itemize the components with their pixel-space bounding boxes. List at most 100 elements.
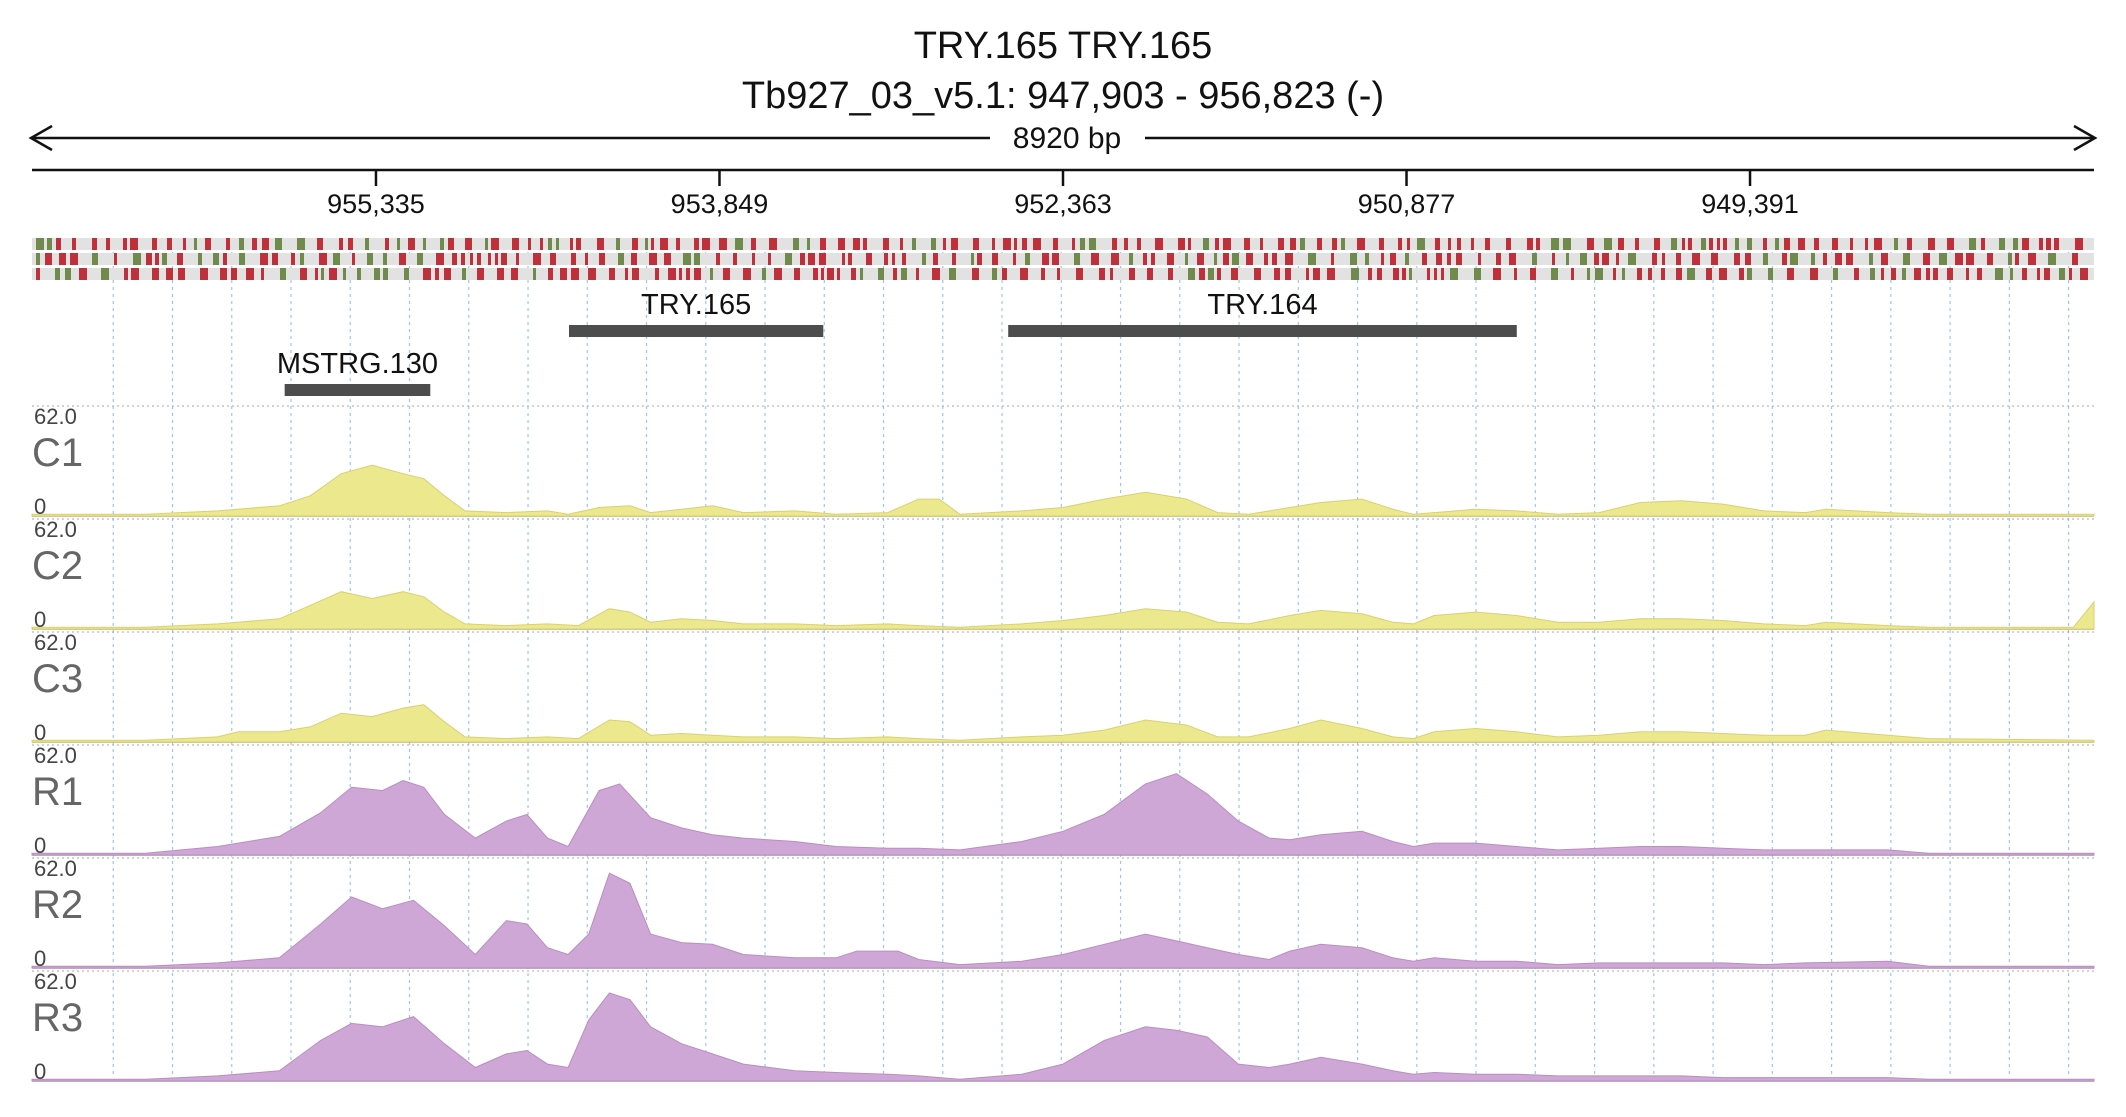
variant-mark[interactable]: [114, 253, 117, 265]
variant-mark[interactable]: [1357, 238, 1365, 250]
variant-mark[interactable]: [645, 238, 648, 250]
variant-mark[interactable]: [1417, 238, 1425, 250]
variant-mark[interactable]: [1422, 253, 1427, 265]
variant-mark[interactable]: [516, 253, 519, 265]
variant-mark[interactable]: [1155, 238, 1163, 250]
variant-mark[interactable]: [1274, 268, 1280, 280]
variant-mark[interactable]: [198, 253, 202, 265]
variant-mark[interactable]: [1903, 253, 1910, 265]
variant-mark[interactable]: [1709, 238, 1713, 250]
variant-mark[interactable]: [1509, 253, 1516, 265]
variant-mark[interactable]: [501, 253, 507, 265]
variant-mark[interactable]: [821, 268, 824, 280]
variant-mark[interactable]: [1379, 238, 1384, 250]
variant-mark[interactable]: [702, 238, 710, 250]
variant-mark[interactable]: [1907, 238, 1912, 250]
variant-mark[interactable]: [842, 253, 845, 265]
variant-mark[interactable]: [367, 253, 373, 265]
variant-mark[interactable]: [130, 238, 138, 250]
gene-feature-bar[interactable]: [1008, 325, 1517, 337]
variant-mark[interactable]: [710, 268, 713, 280]
variant-mark[interactable]: [461, 253, 465, 265]
variant-mark[interactable]: [609, 268, 615, 280]
variant-mark[interactable]: [205, 238, 211, 250]
variant-mark[interactable]: [1865, 238, 1868, 250]
variant-mark[interactable]: [933, 253, 938, 265]
variant-mark[interactable]: [1208, 268, 1214, 280]
variant-mark[interactable]: [1020, 268, 1028, 280]
variant-mark[interactable]: [297, 238, 305, 250]
variant-mark[interactable]: [1747, 238, 1752, 250]
variant-mark[interactable]: [1637, 268, 1642, 280]
variant-mark[interactable]: [762, 268, 766, 280]
variant-mark[interactable]: [902, 253, 906, 265]
variant-mark[interactable]: [769, 238, 777, 250]
variant-mark[interactable]: [1390, 253, 1396, 265]
variant-mark[interactable]: [444, 268, 451, 280]
variant-mark[interactable]: [1485, 238, 1490, 250]
variant-mark[interactable]: [1814, 238, 1819, 250]
variant-mark[interactable]: [1381, 253, 1384, 265]
variant-mark[interactable]: [131, 268, 139, 280]
variant-mark[interactable]: [462, 268, 466, 280]
variant-mark[interactable]: [632, 268, 639, 280]
variant-mark[interactable]: [949, 268, 956, 280]
variant-mark[interactable]: [1076, 268, 1083, 280]
variant-mark[interactable]: [1003, 238, 1011, 250]
variant-mark[interactable]: [1332, 238, 1337, 250]
variant-mark[interactable]: [495, 253, 498, 265]
variant-mark[interactable]: [1197, 253, 1204, 265]
variant-mark[interactable]: [291, 253, 295, 265]
variant-mark[interactable]: [1091, 253, 1099, 265]
variant-mark[interactable]: [315, 268, 318, 280]
variant-mark[interactable]: [36, 253, 40, 265]
variant-mark[interactable]: [1662, 253, 1665, 265]
variant-mark[interactable]: [1313, 268, 1320, 280]
variant-mark[interactable]: [1427, 268, 1430, 280]
variant-mark[interactable]: [404, 268, 409, 280]
variant-mark[interactable]: [397, 238, 400, 250]
variant-mark[interactable]: [1947, 238, 1954, 250]
variant-mark[interactable]: [866, 253, 872, 265]
variant-mark[interactable]: [246, 268, 254, 280]
variant-mark[interactable]: [1441, 268, 1444, 280]
track-name-label[interactable]: C2: [32, 544, 83, 588]
variant-mark[interactable]: [977, 253, 982, 265]
variant-mark[interactable]: [488, 253, 491, 265]
variant-mark[interactable]: [452, 253, 457, 265]
variant-mark[interactable]: [694, 238, 699, 250]
variant-mark[interactable]: [1551, 268, 1558, 280]
variant-mark[interactable]: [239, 253, 245, 265]
variant-mark[interactable]: [1053, 238, 1058, 250]
variant-mark[interactable]: [571, 268, 579, 280]
variant-mark[interactable]: [827, 268, 834, 280]
variant-mark[interactable]: [1089, 238, 1096, 250]
variant-mark[interactable]: [1671, 238, 1677, 250]
variant-mark[interactable]: [1022, 238, 1027, 250]
variant-mark[interactable]: [540, 238, 543, 250]
variant-mark[interactable]: [101, 268, 109, 280]
variant-mark[interactable]: [2059, 268, 2065, 280]
variant-mark[interactable]: [383, 268, 388, 280]
variant-mark[interactable]: [1393, 268, 1399, 280]
variant-mark[interactable]: [1928, 238, 1935, 250]
variant-mark[interactable]: [1308, 253, 1316, 265]
variant-mark[interactable]: [1622, 268, 1625, 280]
variant-mark[interactable]: [878, 268, 884, 280]
variant-mark[interactable]: [1551, 238, 1559, 250]
variant-mark[interactable]: [2028, 253, 2036, 265]
variant-mark[interactable]: [385, 238, 389, 250]
variant-mark[interactable]: [1409, 268, 1412, 280]
variant-mark[interactable]: [1947, 268, 1953, 280]
variant-mark[interactable]: [686, 268, 690, 280]
variant-mark[interactable]: [901, 268, 907, 280]
variant-mark[interactable]: [1648, 268, 1652, 280]
variant-mark[interactable]: [733, 253, 737, 265]
variant-mark[interactable]: [1701, 238, 1706, 250]
variant-mark[interactable]: [2008, 253, 2012, 265]
variant-mark[interactable]: [752, 253, 755, 265]
feature-track[interactable]: TRY.165 TRY.164 MSTRG.130: [277, 289, 1517, 396]
variant-mark[interactable]: [794, 268, 800, 280]
variant-mark[interactable]: [1137, 238, 1141, 250]
variant-mark[interactable]: [1450, 268, 1458, 280]
